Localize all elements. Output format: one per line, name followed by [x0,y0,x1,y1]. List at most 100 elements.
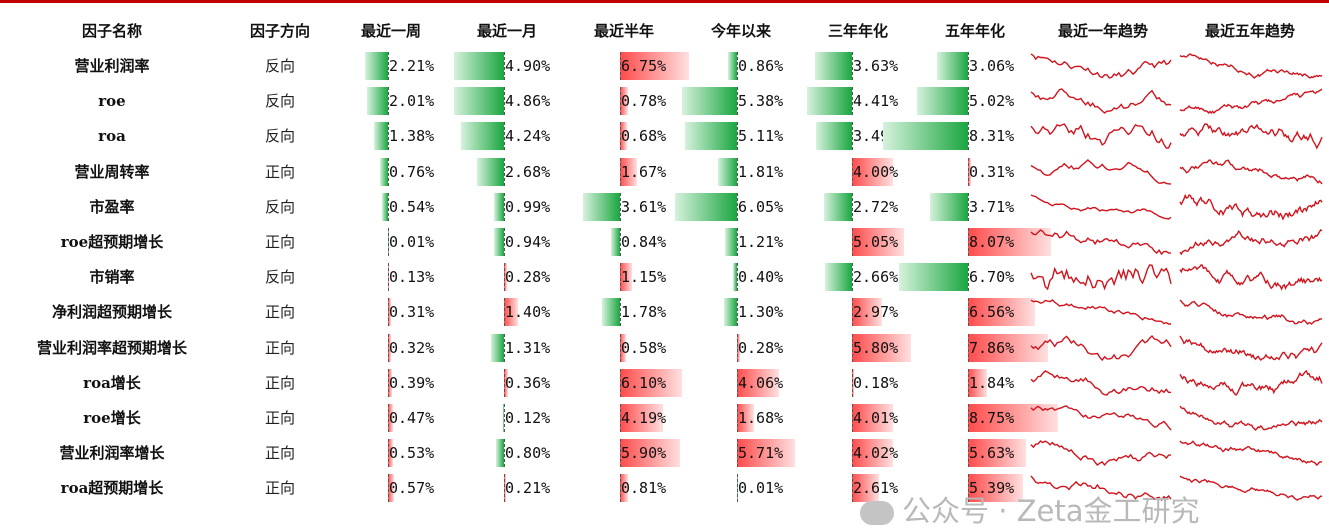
factor-name: roa增长 [83,373,141,392]
value-label: 0.94% [505,233,551,251]
sparkline-path [1030,194,1172,220]
factor-name: 市盈率 [89,197,135,216]
return-cell: 0.13% [328,263,448,292]
zero-axis [504,192,505,221]
return-cell: 5.11% [677,122,797,151]
positive-bar [852,228,904,256]
value-label: 1.30% [738,303,784,322]
factor-name: 营业周转率 [74,162,150,181]
zero-axis [852,122,853,151]
value-label: 0.54% [389,197,435,216]
zero-axis [737,333,738,362]
value-label: 6.10% [621,373,667,392]
zero-axis [388,439,389,468]
return-cell: 0.80% [444,439,564,468]
value-label: 0.01% [389,233,435,251]
sparkline-path [1179,299,1323,326]
positive-bar [968,474,1024,503]
negative-bar [718,157,737,186]
value-label: 2.21% [389,57,435,75]
value-label: 0.78% [621,92,667,111]
return-cell: 0.54% [328,192,448,221]
factor-name: roe增长 [83,409,141,427]
factor-direction: 正向 [264,373,295,392]
value-label: 1.78% [621,303,667,322]
return-cell: 0.40% [677,263,797,292]
negative-bar [681,87,737,116]
value-label: 0.12% [505,409,551,427]
column-header: 三年年化 [827,22,888,40]
return-cell: 1.15% [560,263,680,292]
return-cell: 4.00% [792,157,912,186]
negative-bar [601,298,620,327]
value-label: 4.41% [853,92,899,111]
one-year-trend-sparkline [1030,88,1172,115]
return-cell: 0.58% [560,333,680,362]
factor-name: roe超预期增长 [60,233,164,251]
value-label: 5.71% [738,444,784,463]
return-cell: 0.86% [677,52,797,80]
value-label: 4.06% [738,373,784,392]
positive-bar [388,439,394,468]
return-cell: 2.68% [444,157,564,186]
value-label: 0.40% [738,268,784,287]
five-year-trend-sparkline [1179,229,1323,256]
return-cell: 5.90% [560,439,681,468]
zero-axis [504,122,505,151]
zero-axis [968,192,969,221]
value-label: 2.66% [853,268,899,287]
positive-bar [620,474,629,503]
value-label: 2.01% [389,92,435,111]
value-label: 0.28% [738,338,784,357]
column-header: 最近半年 [593,22,654,40]
zero-axis [968,474,969,503]
value-label: 0.58% [621,338,667,357]
negative-bar [493,192,504,221]
value-label: 5.90% [621,444,667,463]
factor-name: roa [98,127,126,146]
positive-bar [968,298,1036,327]
zero-axis [737,87,738,116]
value-label: 1.38% [389,127,435,146]
column-header: 五年年化 [944,22,1005,40]
zero-axis [968,333,969,362]
return-cell: 1.68% [677,404,797,432]
negative-bar [494,228,504,256]
return-cell: 4.41% [792,87,912,116]
watermark: 公众号 · Zeta金工研究 [860,491,1200,531]
sparkline-path [1179,440,1323,467]
return-cell: 4.90% [444,52,564,80]
zero-axis [620,333,621,362]
five-year-trend-sparkline [1179,440,1323,467]
positive-bar [388,333,392,362]
zero-axis [968,439,969,468]
positive-bar [504,298,519,327]
return-cell: 5.02% [908,87,1028,116]
value-label: 4.24% [505,127,551,146]
return-cell: 0.47% [328,404,448,432]
value-label: 2.97% [853,303,899,322]
value-label: 0.32% [389,338,435,357]
five-year-trend-sparkline [1179,264,1323,291]
factor-direction: 反向 [264,268,295,287]
positive-bar [852,404,894,432]
value-label: 0.76% [389,162,435,181]
negative-bar [816,122,852,151]
return-cell: 8.07% [908,228,1051,256]
sparkline-path [1030,123,1172,150]
value-label: 8.07% [969,233,1015,251]
return-cell: 2.97% [792,298,912,327]
sparkline-path [1179,158,1323,185]
zero-axis [968,263,969,292]
value-label: 0.01% [738,479,784,498]
value-label: 5.63% [969,444,1015,463]
return-cell: 4.02% [792,439,912,468]
zero-axis [504,52,505,80]
zero-axis [388,404,389,432]
factor-direction: 反向 [264,197,295,216]
column-header: 最近一年趋势 [1057,22,1148,40]
sparkline-path [1030,53,1172,79]
value-label: 5.38% [738,92,784,111]
return-cell: 1.40% [444,298,564,327]
return-cell: 0.84% [560,228,680,256]
